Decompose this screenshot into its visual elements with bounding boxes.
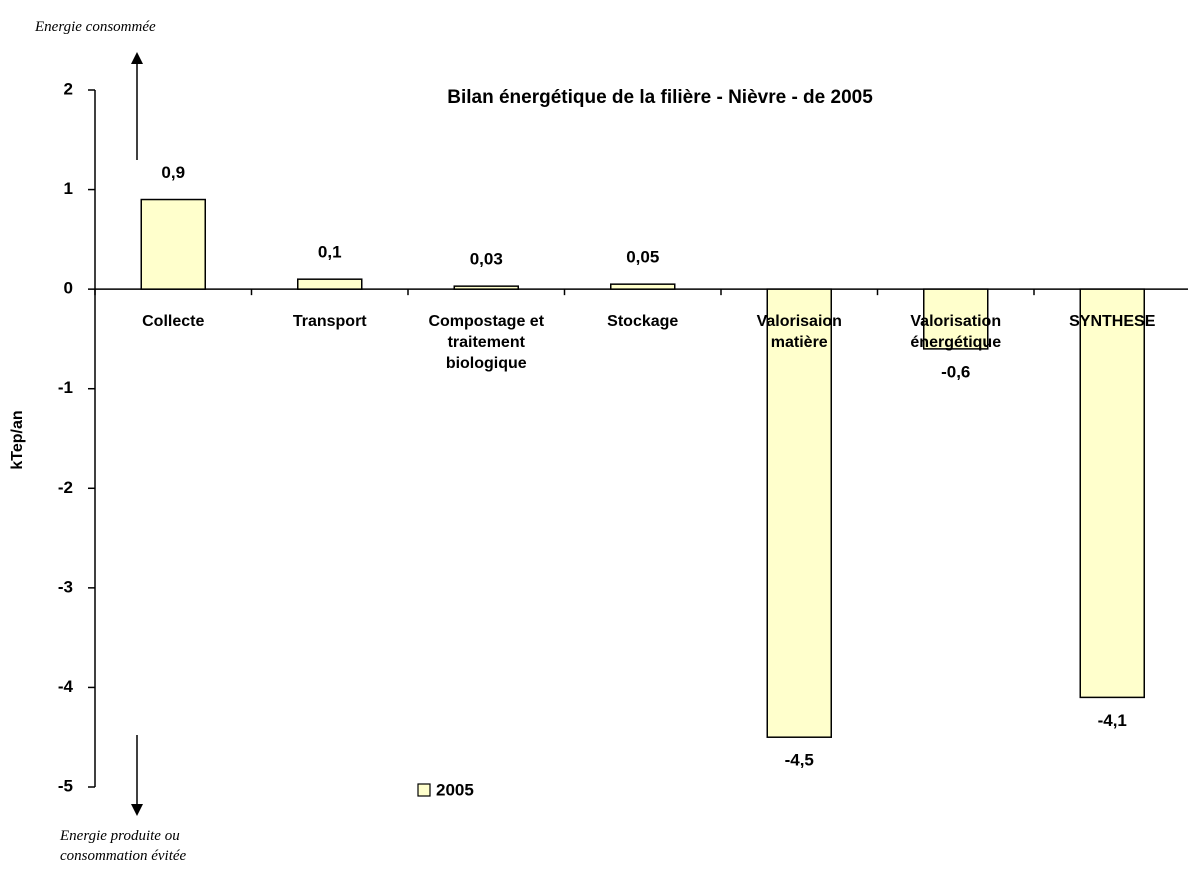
x-tick-label: SYNTHESE [1069, 313, 1156, 331]
data-label: 0,03 [470, 250, 503, 269]
y-tick-label: -3 [58, 577, 73, 596]
x-tick-label: Stockage [607, 313, 679, 331]
data-label: 0,1 [318, 243, 342, 262]
data-label: -4,1 [1098, 711, 1127, 730]
legend-swatch [417, 783, 431, 797]
data-label: -0,6 [941, 362, 970, 381]
bar [923, 288, 989, 350]
legend-label: 2005 [436, 780, 474, 799]
annotation: Energie produite ou consommation évitée [60, 828, 187, 864]
annotation: Energie consommée [35, 19, 156, 35]
data-label: 0,05 [626, 248, 659, 267]
y-tick-label: 1 [64, 179, 73, 198]
x-tick-label: Valorisation énergétique [910, 313, 1002, 352]
bar [1079, 288, 1145, 699]
x-tick-label: Collecte [142, 313, 205, 331]
bar [610, 283, 676, 290]
chart-title: Bilan énergétique de la filière - Nièvre… [447, 87, 873, 108]
bar [766, 288, 832, 738]
y-tick-label: -4 [58, 677, 74, 696]
bar [297, 278, 363, 290]
y-tick-label: -1 [58, 378, 73, 397]
x-tick-label: Transport [292, 313, 367, 331]
data-label: -4,5 [785, 751, 814, 770]
x-tick-label: Valorisaion matière [756, 313, 842, 352]
y-tick-label: -5 [58, 776, 73, 795]
y-axis-label: kTep/an [9, 410, 26, 469]
y-tick-label: 0 [64, 279, 73, 298]
bar [453, 285, 519, 290]
x-tick-label: Compostage et traitement biologique [428, 313, 545, 373]
bar [140, 198, 206, 290]
y-tick-label: -2 [58, 478, 73, 497]
data-label: 0,9 [161, 163, 185, 182]
y-tick-label: 2 [64, 79, 73, 98]
